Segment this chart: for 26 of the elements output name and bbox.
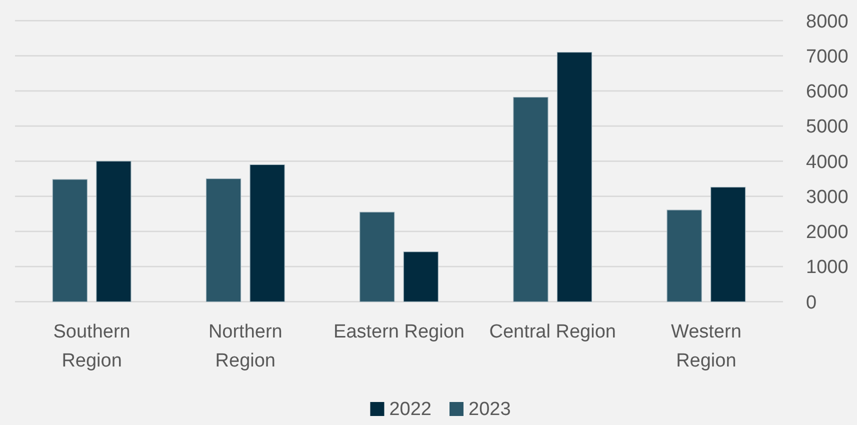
- bar: [360, 212, 395, 302]
- y-tick-label: 0: [806, 292, 817, 314]
- y-tick-label: 3000: [806, 186, 848, 208]
- bar: [52, 179, 88, 302]
- bar: [96, 160, 132, 302]
- x-tick-label: Eastern Region: [334, 322, 464, 343]
- bar: [710, 186, 746, 302]
- bar: [556, 52, 592, 302]
- y-tick-label: 2000: [806, 222, 848, 244]
- bar: [666, 210, 702, 302]
- y-tick-label: 4000: [806, 152, 848, 173]
- y-tick-label: 6000: [806, 82, 848, 103]
- bar: [250, 164, 285, 302]
- x-tick-label: Southern Region: [53, 322, 130, 372]
- x-tick-label: Central Region: [489, 322, 616, 343]
- y-tick-label: 8000: [806, 11, 848, 32]
- bar: [403, 252, 438, 302]
- legend-label: 2023: [468, 399, 511, 420]
- legend-label: 2022: [389, 399, 432, 420]
- y-tick-label: 5000: [806, 116, 848, 138]
- x-tick-label: Western Region: [670, 322, 742, 372]
- y-tick-label: 7000: [806, 46, 848, 68]
- bar: [206, 178, 242, 302]
- y-tick-label: 1000: [806, 257, 848, 278]
- x-tick-label: Northern Region: [208, 322, 282, 372]
- bar: [513, 96, 548, 302]
